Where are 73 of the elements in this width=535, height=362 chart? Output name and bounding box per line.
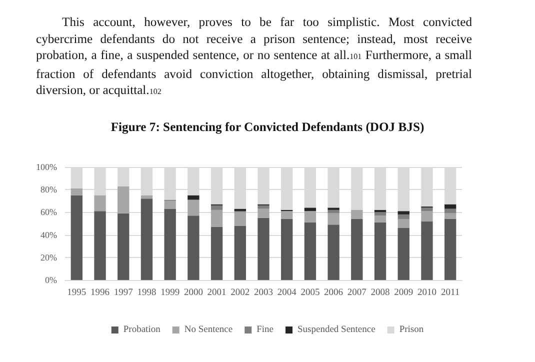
bar [188, 195, 200, 200]
bar [328, 213, 340, 225]
x-tick-label: 1997 [114, 288, 134, 298]
x-tick-label: 2002 [230, 288, 250, 298]
bar [70, 195, 83, 280]
y-tick-label: 60% [40, 207, 58, 218]
bar [421, 211, 433, 222]
bar [210, 210, 223, 227]
bar [164, 208, 176, 280]
x-tick-label: 2010 [417, 288, 437, 298]
bar [140, 198, 153, 280]
bar [281, 218, 293, 280]
x-tick-label: 2011 [440, 288, 460, 298]
x-tick-label: 2007 [347, 288, 367, 298]
x-tick-label: 2000 [184, 288, 204, 298]
x-tick-label: 1996 [90, 288, 110, 298]
x-tick-label: 1995 [67, 288, 86, 298]
bar [444, 204, 456, 209]
bar [328, 210, 340, 214]
bar [234, 212, 246, 226]
legend-label: Fine [256, 325, 274, 335]
y-tick-label: 0% [45, 275, 58, 285]
x-tick-label: 2005 [300, 288, 320, 298]
bar [304, 211, 316, 222]
bar [164, 200, 176, 209]
y-tick-label: 40% [40, 230, 58, 240]
bar [70, 188, 83, 196]
x-tick-label: 2009 [394, 288, 414, 298]
x-tick-label: 2008 [370, 288, 390, 298]
bar [398, 211, 410, 214]
x-tick-label: 2001 [207, 288, 227, 298]
bar [444, 218, 456, 280]
bar [304, 222, 316, 280]
bar [234, 226, 246, 280]
bar [210, 226, 223, 280]
legend-label: Probation [123, 325, 161, 335]
chart-title: Figure 7: Sentencing for Convicted Defendants (DOJ BJS) [110, 120, 426, 135]
x-tick-label: 2004 [277, 288, 297, 298]
bar [444, 208, 456, 214]
bar [374, 222, 386, 280]
bar [188, 216, 200, 280]
bar [258, 208, 270, 218]
bar [421, 208, 433, 212]
bar [398, 218, 410, 228]
legend-label: No Sentence [184, 325, 233, 335]
bar [188, 200, 200, 216]
bar [374, 212, 386, 216]
bar [94, 195, 106, 212]
x-tick-label: 1998 [137, 288, 156, 298]
x-tick-label: 2006 [324, 288, 344, 298]
y-tick-label: 100% [36, 162, 58, 172]
bar [351, 210, 363, 219]
bar [304, 208, 316, 212]
bar [281, 211, 293, 219]
bar [258, 218, 270, 280]
bar [210, 205, 223, 210]
legend-label: Prison [399, 325, 424, 335]
bar [351, 218, 363, 280]
bar [118, 186, 130, 214]
y-tick-label: 20% [40, 252, 58, 262]
bar [94, 211, 106, 280]
bar [328, 224, 340, 280]
bar [118, 213, 130, 280]
bar [398, 228, 410, 280]
bar [444, 213, 456, 219]
bar [398, 214, 410, 219]
x-tick-label: 1999 [160, 288, 180, 298]
y-tick-label: 80% [40, 184, 58, 195]
bar [258, 205, 270, 209]
legend-label: Suspended Sentence [298, 325, 376, 335]
bar [421, 221, 433, 280]
x-tick-label: 2003 [254, 288, 274, 298]
bar [374, 216, 386, 222]
